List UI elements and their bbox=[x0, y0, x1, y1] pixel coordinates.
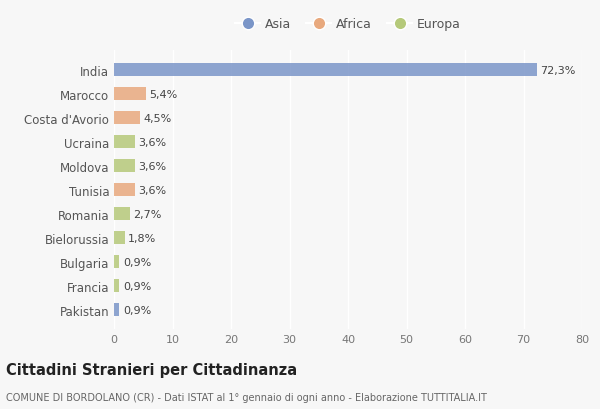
Bar bbox=[114, 160, 135, 173]
Bar bbox=[114, 279, 119, 292]
Bar bbox=[114, 256, 119, 269]
Text: Cittadini Stranieri per Cittadinanza: Cittadini Stranieri per Cittadinanza bbox=[6, 362, 297, 377]
Bar bbox=[114, 64, 537, 77]
Text: 0,9%: 0,9% bbox=[123, 281, 151, 291]
Bar bbox=[114, 112, 140, 125]
Bar bbox=[114, 184, 135, 197]
Text: 3,6%: 3,6% bbox=[139, 137, 167, 147]
Text: 0,9%: 0,9% bbox=[123, 257, 151, 267]
Text: 5,4%: 5,4% bbox=[149, 89, 178, 99]
Bar bbox=[114, 136, 135, 149]
Bar bbox=[114, 303, 119, 317]
Text: 1,8%: 1,8% bbox=[128, 233, 156, 243]
Text: 2,7%: 2,7% bbox=[133, 209, 161, 219]
Text: 4,5%: 4,5% bbox=[144, 113, 172, 123]
Bar bbox=[114, 207, 130, 221]
Text: 3,6%: 3,6% bbox=[139, 161, 167, 171]
Text: COMUNE DI BORDOLANO (CR) - Dati ISTAT al 1° gennaio di ogni anno - Elaborazione : COMUNE DI BORDOLANO (CR) - Dati ISTAT al… bbox=[6, 392, 487, 402]
Legend: Asia, Africa, Europa: Asia, Africa, Europa bbox=[230, 13, 466, 36]
Text: 3,6%: 3,6% bbox=[139, 185, 167, 195]
Bar bbox=[114, 88, 146, 101]
Text: 72,3%: 72,3% bbox=[541, 65, 576, 75]
Text: 0,9%: 0,9% bbox=[123, 305, 151, 315]
Bar bbox=[114, 231, 125, 245]
